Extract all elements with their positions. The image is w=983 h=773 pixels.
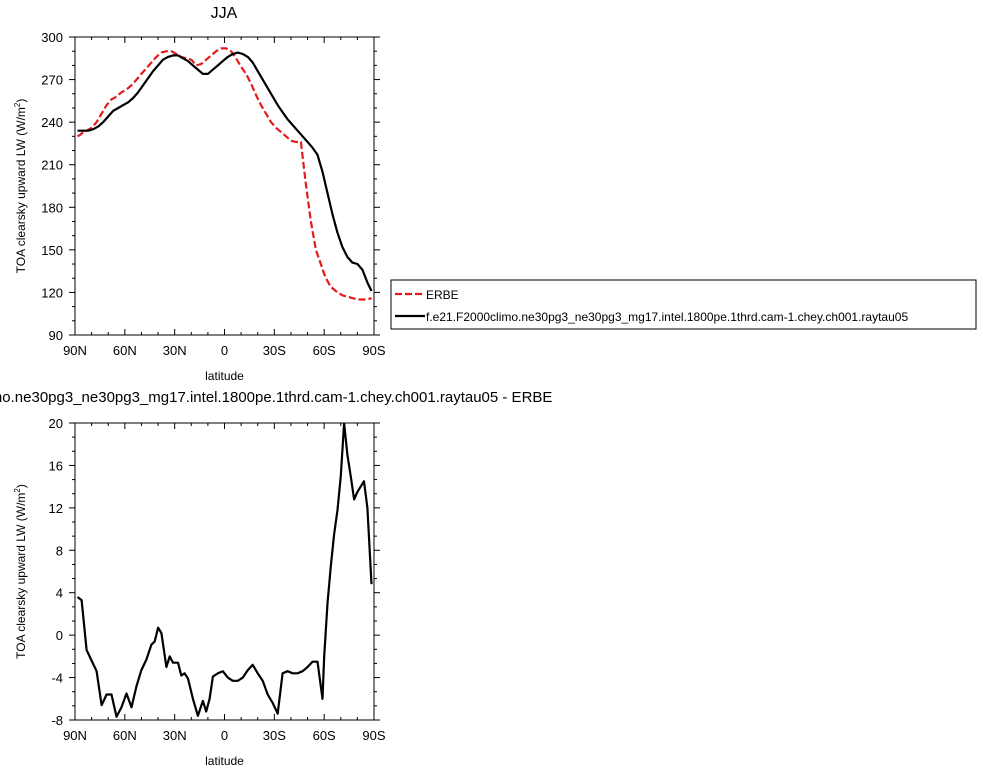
chart-title: JJA [211,5,238,22]
y-axis-label-main: TOA clearsky upward LW (W/m [14,493,28,659]
x-tick-label: 90N [63,728,87,743]
y-tick-label: 8 [56,543,63,558]
chart-title: f.e21.F2000climo.ne30pg3_ne30pg3_mg17.in… [0,389,552,406]
y-tick-label: 90 [49,328,63,343]
x-tick-label: 30N [163,728,187,743]
plot-frame [74,422,375,721]
y-tick-label: 120 [41,285,63,300]
y-tick-label: 270 [41,73,63,88]
x-tick-label: 0 [221,728,228,743]
y-tick-label: -8 [51,713,63,728]
x-tick-label: 30S [263,728,286,743]
x-tick-label: 60N [113,343,137,358]
y-tick-label: 16 [49,458,63,473]
y-axis-label-main: TOA clearsky upward LW (W/m [14,107,28,273]
legend: ERBE f.e21.F2000climo.ne30pg3_ne30pg3_mg1… [390,279,977,330]
y-tick-label: 4 [56,586,63,601]
y-tick-label: 240 [41,115,63,130]
y-tick-label: 210 [41,158,63,173]
x-axis-label: latitude [205,369,244,383]
y-tick-label: 150 [41,243,63,258]
y-tick-label: -4 [51,671,63,686]
plot-frame [74,36,375,336]
legend-label-erbe: ERBE [426,288,459,302]
y-tick-label: 20 [49,416,63,431]
y-axis-label-close: ) [14,99,28,103]
y-tick-label: 300 [41,30,63,45]
x-tick-label: 90N [63,343,87,358]
series-line-erbe [76,47,372,301]
y-axis-label-sup: 2 [13,102,22,107]
x-tick-label: 30N [163,343,187,358]
y-axis-label: TOA clearsky upward LW (W/m2) [13,99,28,274]
series-line-difference [76,423,373,718]
y-axis-label: TOA clearsky upward LW (W/m2) [13,484,28,659]
x-tick-label: 90S [362,728,385,743]
chart-bottom-difference: f.e21.F2000climo.ne30pg3_ne30pg3_mg17.in… [0,389,552,768]
x-tick-label: 90S [362,343,385,358]
y-tick-label: 180 [41,200,63,215]
chart-top-jja: JJA 90N 60N 30N 0 30S 60S 90S 90 120 150 180 210 240 2… [13,5,977,383]
x-tick-label: 60S [313,728,336,743]
series-line-model [77,51,373,292]
y-axis-label-close: ) [14,484,28,488]
legend-label-model: f.e21.F2000climo.ne30pg3_ne30pg3_mg17.in… [426,310,908,324]
x-axis-label: latitude [205,754,244,768]
x-tick-label: 30S [263,343,286,358]
x-tick-label: 0 [221,343,228,358]
x-tick-label: 60S [313,343,336,358]
legend-box [390,279,977,330]
y-tick-label: 12 [49,501,63,516]
x-tick-label: 60N [113,728,137,743]
y-tick-label: 0 [56,628,63,643]
y-axis-label-sup: 2 [13,488,22,493]
